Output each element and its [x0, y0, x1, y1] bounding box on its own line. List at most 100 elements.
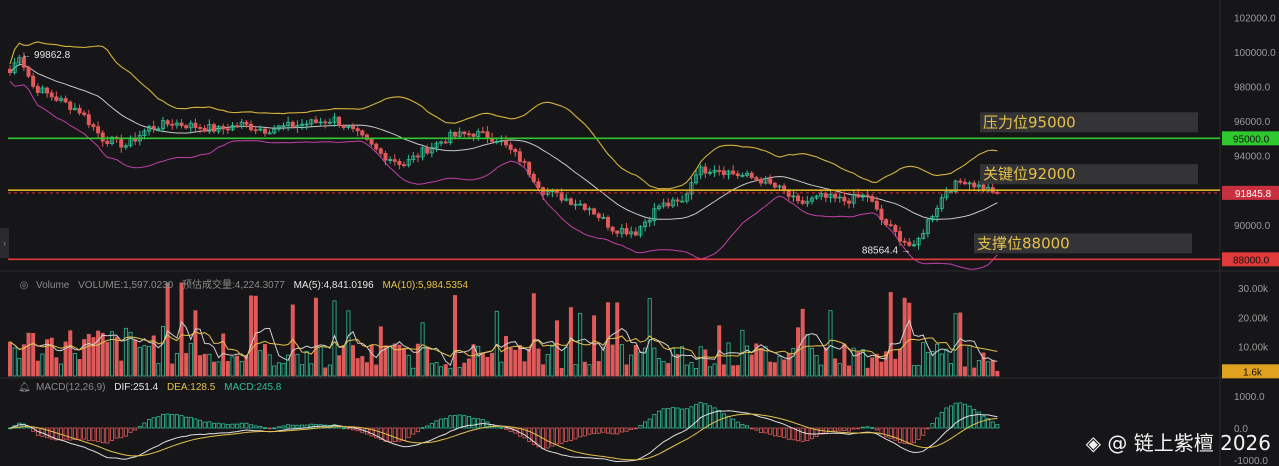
candle-body	[309, 119, 314, 125]
macd-histogram-bar	[258, 425, 263, 429]
candle-body	[457, 131, 462, 137]
volume-bar	[49, 337, 54, 377]
macd-histogram-bar	[300, 424, 305, 429]
candle-body	[77, 107, 82, 114]
candle-body	[12, 62, 17, 74]
candle-body	[559, 192, 564, 201]
volume-bar	[879, 361, 884, 377]
volume-bar	[559, 367, 564, 377]
candle-body	[225, 128, 230, 131]
macd-histogram-bar	[531, 427, 536, 445]
panel-collapse-handle[interactable]: ›	[0, 228, 9, 258]
candle-body	[694, 174, 699, 184]
volume-bar	[684, 364, 689, 377]
volume-bar	[476, 345, 481, 377]
candle-body	[902, 240, 907, 243]
volume-bar	[786, 353, 791, 377]
candle-body	[675, 199, 680, 202]
macd-histogram-bar	[198, 419, 203, 429]
volume-bar	[633, 344, 638, 377]
volume-bar	[448, 367, 453, 377]
candle-body	[453, 131, 458, 137]
volume-bar	[610, 344, 615, 377]
price-tick-label: 96000.0	[1234, 117, 1271, 128]
volume-bar	[888, 292, 893, 377]
candle-body	[911, 244, 916, 247]
volume-bar	[582, 361, 587, 377]
candle-body	[958, 180, 963, 183]
volume-bar	[823, 347, 828, 377]
volume-bar	[661, 361, 666, 377]
macd-histogram-bar	[239, 422, 244, 429]
candle-body	[531, 173, 536, 183]
volume-bar	[313, 297, 318, 377]
macd-histogram-bar	[995, 424, 1000, 429]
volume-bar	[453, 295, 458, 377]
candle-body	[327, 121, 332, 124]
bell-icon[interactable]: 🔔︎	[18, 382, 31, 393]
macd-histogram-bar	[898, 427, 903, 444]
macd-histogram-bar	[935, 417, 940, 429]
macd-histogram-bar	[128, 427, 133, 433]
macd-histogram-bar	[949, 405, 954, 429]
volume-ma5: MA(5):4,841.0196	[293, 280, 374, 291]
volume-bar	[323, 367, 328, 377]
macd-histogram-bar	[235, 423, 240, 429]
eye-icon[interactable]: ◎	[19, 280, 29, 291]
volume-bar	[670, 348, 675, 377]
macd-histogram-bar	[735, 421, 740, 429]
candle-body	[721, 170, 726, 175]
level-axis-tag-label: 95000.0	[1233, 134, 1270, 145]
estimated-volume: 预估成交量:4,224.3077	[181, 280, 285, 291]
volume-bar	[281, 363, 286, 377]
candle-body	[420, 147, 425, 158]
candle-body	[402, 164, 407, 167]
candle-body	[184, 125, 189, 129]
candle-body	[610, 226, 615, 232]
macd-histogram-bar	[638, 425, 643, 429]
macd-histogram-bar	[453, 415, 458, 429]
macd-histogram-bar	[619, 427, 624, 433]
volume-bar	[494, 310, 499, 377]
macd-histogram-bar	[990, 421, 995, 429]
candle-body	[796, 195, 801, 202]
volume-bar	[300, 364, 305, 377]
macd-tick-label: 1000.0	[1234, 392, 1265, 403]
level-label: 压力位95000	[983, 113, 1076, 131]
volume-bar	[545, 354, 550, 377]
volume-title: Volume	[36, 280, 70, 291]
volume-bar	[629, 354, 634, 377]
volume-bar	[137, 346, 142, 377]
candle-body	[198, 127, 203, 129]
macd-histogram-bar	[972, 409, 977, 429]
candle-body	[661, 202, 666, 207]
candle-body	[592, 208, 597, 215]
macd-histogram-bar	[142, 422, 147, 429]
volume-bar	[198, 355, 203, 377]
candle-body	[26, 66, 31, 77]
price-tick-label: 100000.0	[1234, 48, 1276, 59]
candle-body	[91, 124, 96, 128]
volume-legend: ◎ Volume VOLUME:1,597.0230 预估成交量:4,224.30…	[18, 276, 474, 291]
candle-body	[332, 116, 337, 123]
level-label: 关键位92000	[983, 165, 1076, 183]
volume-ma10: MA(10):5,984.5354	[382, 280, 469, 291]
volume-bar	[318, 346, 323, 377]
volume-bar	[758, 347, 763, 377]
macd-dea: DEA:128.5	[166, 382, 216, 393]
volume-bar	[939, 353, 944, 377]
macd-histogram-bar	[587, 427, 592, 435]
candle-body	[930, 216, 935, 221]
volume-bar	[652, 347, 657, 377]
macd-histogram-bar	[596, 427, 601, 434]
volume-bar	[179, 282, 184, 377]
volume-bar	[142, 345, 147, 377]
volume-bar	[434, 362, 439, 377]
macd-histogram-bar	[962, 403, 967, 429]
candle-body	[638, 226, 643, 236]
volume-bar	[77, 359, 82, 377]
candle-body	[768, 178, 773, 184]
candle-body	[573, 203, 578, 206]
macd-histogram-bar	[670, 407, 675, 429]
